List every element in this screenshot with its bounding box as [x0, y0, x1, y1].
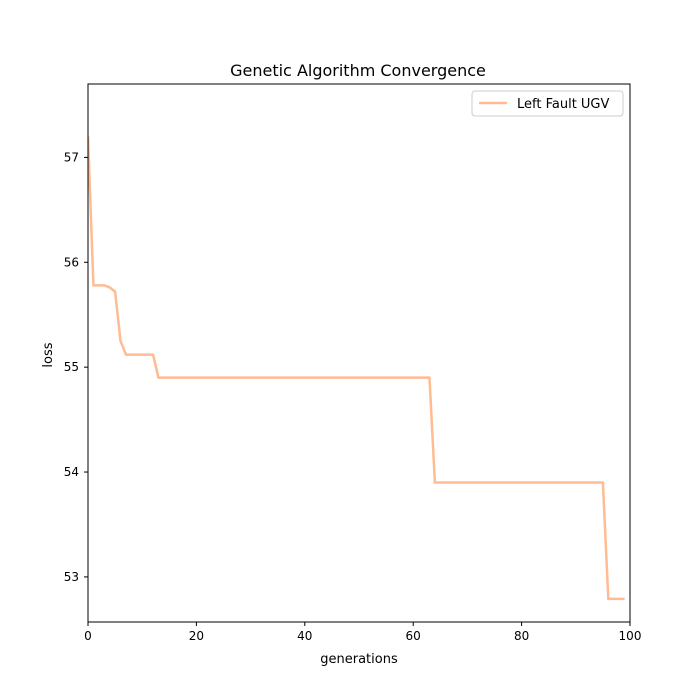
y-tick-label: 56 — [64, 255, 79, 269]
x-axis-ticks: 0 20 40 60 80 100 — [84, 622, 641, 643]
legend-box — [471, 90, 624, 117]
x-tick-label: 0 — [84, 629, 92, 643]
legend: Left Fault UGV — [471, 90, 624, 117]
x-axis-label: generations — [320, 652, 398, 667]
x-tick-label: 40 — [297, 629, 312, 643]
series-layer — [88, 136, 625, 601]
y-tick-label: 54 — [64, 465, 79, 479]
x-tick-label: 80 — [514, 629, 529, 643]
x-tick-label: 60 — [406, 629, 421, 643]
y-axis-ticks: 53 54 55 56 57 — [64, 150, 88, 584]
plot-area — [87, 83, 631, 623]
y-tick-label: 55 — [64, 360, 79, 374]
x-tick-label: 20 — [189, 629, 204, 643]
series-line-0 — [88, 136, 625, 601]
axes-frame — [87, 83, 631, 623]
chart-title: Genetic Algorithm Convergence — [230, 61, 486, 80]
x-tick-label: 100 — [619, 629, 642, 643]
y-tick-label: 53 — [64, 570, 79, 584]
legend-entry-label: Left Fault UGV — [517, 97, 610, 112]
y-axis-label: loss — [41, 342, 56, 367]
y-tick-label: 57 — [64, 150, 79, 164]
